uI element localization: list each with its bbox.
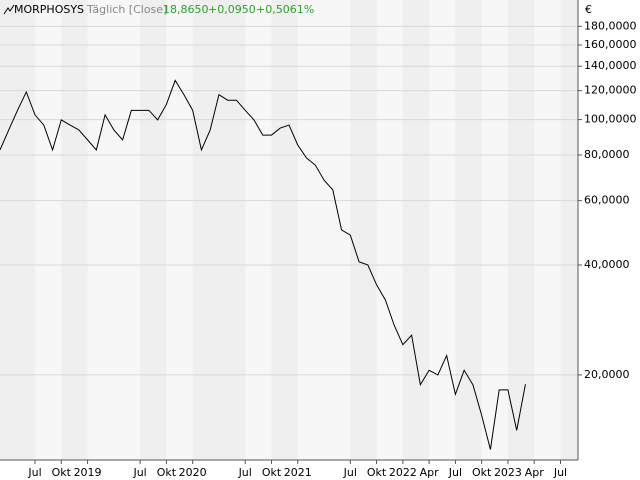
x-tick-label: Okt bbox=[262, 466, 282, 479]
background-band bbox=[140, 0, 167, 460]
x-tick-label: Jul bbox=[553, 466, 567, 479]
currency-label: € bbox=[585, 3, 592, 16]
x-tick-label: Okt bbox=[472, 466, 492, 479]
background-band bbox=[560, 0, 578, 460]
price-change: +0,0950 bbox=[208, 3, 256, 16]
background-band bbox=[61, 0, 88, 460]
x-tick-label: Jul bbox=[448, 466, 462, 479]
chart-icon bbox=[3, 4, 15, 15]
x-tick-label: Jul bbox=[27, 466, 41, 479]
chart-subtitle: Täglich [Close] bbox=[86, 3, 167, 16]
y-tick-label: 80,0000 bbox=[584, 148, 630, 161]
x-tick-label: Jul bbox=[343, 466, 357, 479]
y-tick-label: 100,0000 bbox=[584, 113, 637, 126]
y-tick-label: 180,0000 bbox=[584, 19, 637, 32]
last-price: 18,8650 bbox=[163, 3, 209, 16]
price-line bbox=[0, 79, 526, 450]
x-tick-label: Apr bbox=[420, 466, 440, 479]
background-band bbox=[402, 0, 430, 460]
price-change-percent: +0,5061% bbox=[256, 3, 314, 16]
x-tick-label: 2021 bbox=[284, 466, 312, 479]
x-tick-label: 2023 bbox=[494, 466, 522, 479]
y-tick-label: 60,0000 bbox=[584, 194, 630, 207]
background-band bbox=[507, 0, 535, 460]
x-tick-label: Okt bbox=[157, 466, 177, 479]
y-tick-label: 120,0000 bbox=[584, 84, 637, 97]
x-tick-label: 2022 bbox=[389, 466, 417, 479]
chart-title: MORPHOSYS bbox=[14, 3, 84, 16]
background-band bbox=[271, 0, 298, 460]
y-tick-label: 160,0000 bbox=[584, 38, 637, 51]
y-tick-label: 40,0000 bbox=[584, 258, 630, 271]
x-tick-label: Jul bbox=[132, 466, 146, 479]
y-tick-label: 20,0000 bbox=[584, 368, 630, 381]
x-tick-label: Jul bbox=[238, 466, 252, 479]
y-tick-label: 140,0000 bbox=[584, 59, 637, 72]
x-tick-label: Apr bbox=[525, 466, 545, 479]
background-band bbox=[0, 0, 36, 460]
x-tick-label: 2019 bbox=[74, 466, 102, 479]
background-band bbox=[192, 0, 246, 460]
background-band bbox=[455, 0, 482, 460]
x-tick-label: 2020 bbox=[179, 466, 207, 479]
background-band bbox=[350, 0, 377, 460]
x-tick-label: Okt bbox=[367, 466, 387, 479]
x-tick-label: Okt bbox=[52, 466, 72, 479]
